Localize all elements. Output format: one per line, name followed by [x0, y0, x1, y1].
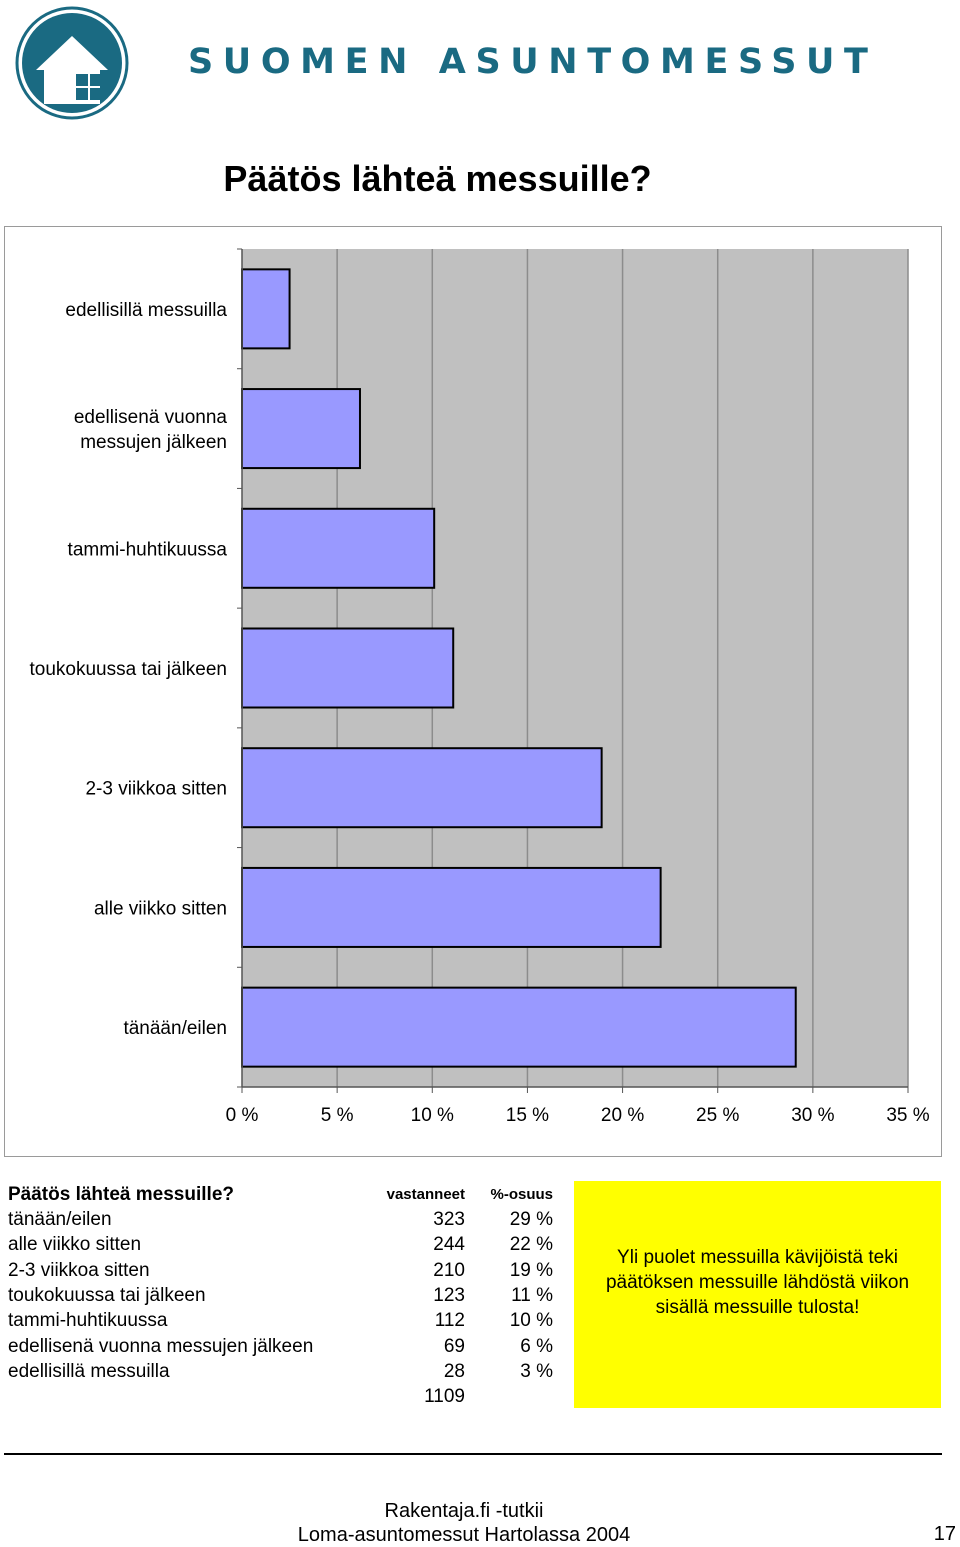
- row-share: 6 %: [520, 1335, 553, 1357]
- column-header-share: %-osuus: [490, 1186, 553, 1203]
- row-label: toukokuussa tai jälkeen: [8, 1285, 206, 1307]
- row-label: tammi-huhtikuussa: [8, 1310, 168, 1332]
- table-row: edellisillä messuilla 28 3 %: [8, 1359, 553, 1384]
- row-share: 10 %: [509, 1310, 553, 1332]
- x-tick-label: 0 %: [226, 1105, 259, 1126]
- category-label: 2-3 viikkoa sitten: [85, 779, 227, 800]
- table-row: toukokuussa tai jälkeen 123 11 %: [8, 1283, 553, 1308]
- row-count: 210: [433, 1259, 465, 1281]
- suomen-asuntomessut-logo-icon: [15, 6, 129, 120]
- footer-divider: [4, 1453, 942, 1455]
- total-label-cell: [8, 1384, 353, 1409]
- row-share: 22 %: [509, 1234, 553, 1256]
- bar-chart: edellisillä messuilla edellisenä vuonna me…: [29, 248, 930, 1126]
- total-count: 1109: [424, 1386, 465, 1408]
- row-count: 112: [434, 1310, 465, 1332]
- bar-4: [241, 627, 455, 709]
- row-share: 29 %: [509, 1209, 553, 1231]
- data-table: Päätös lähteä messuille? vastanneet %-os…: [8, 1182, 553, 1409]
- bar-5: [241, 747, 603, 829]
- row-count: 123: [433, 1285, 465, 1307]
- x-tick-label: 10 %: [411, 1105, 454, 1126]
- page-number: 17: [933, 1523, 956, 1545]
- x-tick-label: 30 %: [791, 1105, 834, 1126]
- bar-1: [241, 268, 291, 350]
- table-row: 2-3 viikkoa sitten 210 19 %: [8, 1258, 553, 1283]
- row-label: edellisenä vuonna messujen jälkeen: [8, 1335, 314, 1357]
- row-label: edellisillä messuilla: [8, 1360, 170, 1382]
- table-title: Päätös lähteä messuille?: [8, 1183, 234, 1205]
- x-tick-label: 20 %: [601, 1105, 644, 1126]
- x-tick-label: 25 %: [696, 1105, 739, 1126]
- row-share: 11 %: [511, 1285, 553, 1307]
- page-title: Päätös lähteä messuille?: [223, 158, 652, 199]
- row-share: 3 %: [520, 1360, 553, 1382]
- chart-container: edellisillä messuilla edellisenä vuonna me…: [4, 226, 942, 1157]
- x-tick-label: 35 %: [886, 1105, 929, 1126]
- row-count: 323: [433, 1209, 465, 1231]
- category-label: edellisillä messuilla: [65, 300, 227, 321]
- row-label: 2-3 viikkoa sitten: [8, 1259, 150, 1281]
- table-row: tänään/eilen 323 29 %: [8, 1207, 553, 1232]
- table-row: alle viikko sitten 244 22 %: [8, 1232, 553, 1257]
- table-row: edellisenä vuonna messujen jälkeen 69 6 …: [8, 1333, 553, 1358]
- category-label: messujen jälkeen: [80, 432, 227, 453]
- category-label: toukokuussa tai jälkeen: [29, 659, 227, 680]
- bar-2: [241, 388, 361, 470]
- highlight-note: Yli puolet messuilla kävijöistä teki pää…: [574, 1181, 941, 1408]
- footer-source: Rakentaja.fi -tutkii: [384, 1500, 544, 1522]
- bar-3: [241, 507, 436, 589]
- table-row: tammi-huhtikuussa 112 10 %: [8, 1308, 553, 1333]
- table-header-row: Päätös lähteä messuille? vastanneet %-os…: [8, 1182, 553, 1207]
- row-share: 19 %: [509, 1259, 553, 1281]
- row-label: alle viikko sitten: [8, 1234, 142, 1256]
- x-tick-label: 5 %: [321, 1105, 354, 1126]
- x-tick-label: 15 %: [506, 1105, 549, 1126]
- bar-6: [241, 866, 662, 948]
- column-header-count: vastanneet: [386, 1186, 465, 1203]
- category-label: tammi-huhtikuussa: [68, 539, 228, 560]
- category-label: edellisenä vuonna: [74, 407, 228, 428]
- bar-7: [241, 986, 797, 1068]
- table-total-row: 1109: [8, 1384, 553, 1409]
- footer-event: Loma-asuntomessut Hartolassa 2004: [297, 1524, 631, 1546]
- brand-name: SUOMEN ASUNTOMESSUT: [188, 42, 878, 82]
- row-count: 28: [443, 1360, 465, 1382]
- row-count: 244: [433, 1234, 465, 1256]
- category-label: alle viikko sitten: [94, 898, 227, 919]
- category-label: tänään/eilen: [123, 1018, 227, 1039]
- row-count: 69: [443, 1335, 465, 1357]
- total-share-cell: [465, 1384, 553, 1409]
- row-label: tänään/eilen: [8, 1209, 112, 1231]
